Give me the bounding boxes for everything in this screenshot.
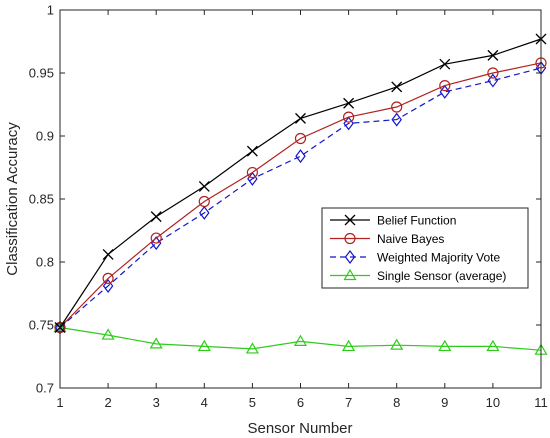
data-point bbox=[343, 97, 355, 109]
data-point bbox=[391, 101, 403, 113]
legend-marker bbox=[344, 214, 356, 226]
data-point bbox=[438, 339, 452, 352]
data-point bbox=[198, 195, 210, 208]
y-tick-label: 0.85 bbox=[29, 192, 54, 207]
data-point bbox=[199, 205, 210, 220]
legend-label: Single Sensor (average) bbox=[377, 269, 506, 283]
legend-label: Belief Function bbox=[377, 214, 456, 228]
data-point bbox=[487, 67, 499, 79]
x-tick-label: 5 bbox=[249, 395, 256, 410]
legend-marker bbox=[344, 232, 356, 245]
data-point bbox=[487, 73, 499, 88]
tick-layer: 1 2 3 4 5 6 7 8 9 10 11 0.7 0.75 0.8 0.85 0.9 0.95 1 bbox=[29, 3, 548, 411]
legend-box bbox=[321, 207, 529, 289]
data-point bbox=[198, 180, 210, 192]
data-point bbox=[390, 338, 404, 350]
data-point bbox=[486, 339, 500, 352]
x-tick-label: 8 bbox=[393, 395, 400, 410]
x-tick-label: 6 bbox=[297, 395, 304, 410]
data-point bbox=[343, 111, 355, 123]
series-belief-function bbox=[54, 33, 547, 333]
plot-frame bbox=[59, 9, 542, 389]
data-point bbox=[293, 334, 308, 346]
data-point bbox=[391, 112, 402, 127]
x-tick-label: 3 bbox=[153, 395, 160, 410]
y-tick-label: 0.75 bbox=[29, 318, 54, 333]
x-tick-label: 2 bbox=[104, 395, 111, 410]
data-point bbox=[295, 149, 306, 164]
legend-label: Naive Bayes bbox=[377, 232, 444, 246]
x-tick-label: 1 bbox=[56, 395, 63, 410]
data-point bbox=[439, 58, 451, 70]
legend-marker bbox=[343, 268, 357, 281]
legend-marker bbox=[344, 250, 356, 264]
plot-area bbox=[60, 10, 541, 388]
x-tick-label: 7 bbox=[345, 395, 352, 410]
data-point bbox=[439, 79, 451, 92]
data-point bbox=[245, 342, 259, 354]
y-tick-label: 0.95 bbox=[29, 66, 54, 81]
x-tick-label: 9 bbox=[441, 395, 448, 410]
y-axis-label: Classification Accuracy bbox=[4, 122, 21, 276]
x-tick-label: 11 bbox=[534, 395, 548, 410]
y-tick-label: 0.8 bbox=[36, 255, 54, 270]
y-tick-label: 1 bbox=[47, 3, 54, 18]
data-point bbox=[246, 166, 258, 179]
data-point bbox=[246, 145, 258, 157]
series-line bbox=[59, 326, 542, 351]
data-point bbox=[150, 211, 162, 223]
x-axis-label: Sensor Number bbox=[247, 420, 352, 437]
data-point bbox=[102, 272, 114, 284]
data-point bbox=[487, 49, 499, 61]
data-point bbox=[102, 278, 114, 293]
data-point bbox=[197, 339, 211, 352]
x-tick-label: 10 bbox=[486, 395, 500, 410]
y-tick-label: 0.9 bbox=[36, 129, 54, 144]
data-point bbox=[149, 337, 163, 349]
data-point bbox=[294, 132, 307, 145]
data-point bbox=[101, 328, 115, 340]
data-point bbox=[102, 248, 114, 260]
data-point bbox=[342, 339, 356, 352]
y-tick-label: 0.7 bbox=[36, 381, 54, 396]
legend-label: Weighted Majority Vote bbox=[377, 251, 501, 265]
legend: Belief Function Naive Bayes Weighted Major… bbox=[321, 207, 529, 289]
series-single-sensor-average bbox=[53, 320, 548, 355]
data-point bbox=[295, 112, 306, 124]
series-line bbox=[59, 62, 542, 328]
data-point bbox=[391, 81, 403, 93]
data-point bbox=[150, 232, 162, 244]
x-tick-label: 4 bbox=[201, 395, 208, 410]
series-line bbox=[59, 67, 542, 328]
